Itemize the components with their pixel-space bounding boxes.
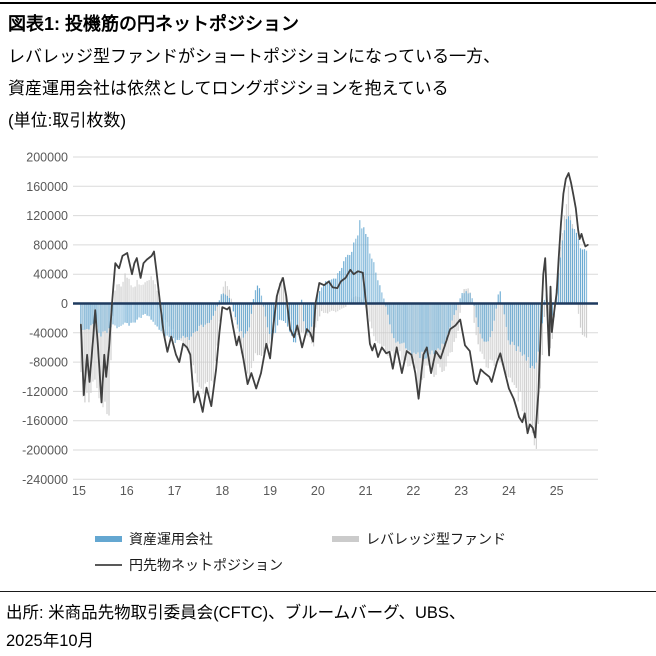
svg-text:22: 22 xyxy=(406,484,420,498)
svg-text:25: 25 xyxy=(550,484,564,498)
legend-label-net-position-line: 円先物ネットポジション xyxy=(129,557,283,573)
svg-text:-120000: -120000 xyxy=(22,385,68,399)
net-position-line xyxy=(80,172,589,439)
source-line-2: 2025年10月 xyxy=(6,632,95,650)
svg-text:18: 18 xyxy=(215,484,229,498)
legend-item-leveraged-funds: レバレッジ型ファンド xyxy=(332,530,506,548)
legend-item-asset-managers: 資産運用会社 xyxy=(95,530,213,548)
svg-text:80000: 80000 xyxy=(33,238,68,252)
legend-label-asset-managers: 資産運用会社 xyxy=(129,531,213,547)
yen-net-position-chart: 200000 160000 120000 80000 40000 0 -40000 -8000… xyxy=(22,152,598,498)
svg-text:19: 19 xyxy=(263,484,277,498)
source-line-1: 出所: 米商品先物取引委員会(CFTC)、ブルームバーグ、UBS、 xyxy=(6,604,466,622)
subtitle-line-1: レバレッジ型ファンドがショートポジションになっている一方、 xyxy=(8,47,501,66)
svg-text:-80000: -80000 xyxy=(29,356,68,370)
svg-text:20: 20 xyxy=(311,484,325,498)
unit-label: (単位:取引枚数) xyxy=(8,111,127,130)
svg-text:24: 24 xyxy=(502,484,516,498)
svg-text:-200000: -200000 xyxy=(22,444,68,458)
asset-managers-swatch xyxy=(95,536,122,542)
bars-leveraged-funds xyxy=(80,185,588,449)
svg-text:40000: 40000 xyxy=(33,268,68,282)
net-position-line-swatch xyxy=(95,564,122,566)
svg-text:160000: 160000 xyxy=(26,180,68,194)
svg-text:-240000: -240000 xyxy=(22,473,68,487)
svg-text:23: 23 xyxy=(454,484,468,498)
svg-text:-40000: -40000 xyxy=(29,326,68,340)
figure-title: 図表1: 投機筋の円ネットポジション xyxy=(8,14,300,34)
svg-text:15: 15 xyxy=(72,484,86,498)
bars-asset-managers xyxy=(80,216,588,369)
leveraged-funds-swatch xyxy=(332,536,359,542)
svg-text:120000: 120000 xyxy=(26,209,68,223)
legend-item-net-position-line: 円先物ネットポジション xyxy=(95,556,283,574)
svg-text:17: 17 xyxy=(168,484,182,498)
subtitle-line-2: 資産運用会社は依然としてロングポジションを抱えている xyxy=(8,79,449,98)
top-divider xyxy=(0,2,656,4)
svg-text:200000: 200000 xyxy=(26,152,68,165)
svg-text:-160000: -160000 xyxy=(22,414,68,428)
svg-text:0: 0 xyxy=(61,297,68,311)
footer-divider xyxy=(0,591,656,592)
svg-text:21: 21 xyxy=(359,484,373,498)
svg-text:16: 16 xyxy=(120,484,134,498)
legend-label-leveraged-funds: レバレッジ型ファンド xyxy=(366,531,506,547)
